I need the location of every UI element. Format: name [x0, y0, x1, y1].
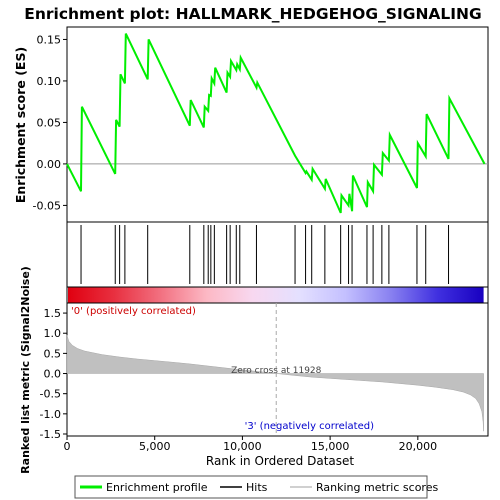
zero-cross-label: Zero cross at 11928 — [231, 366, 322, 376]
es-panel-frame — [66, 26, 489, 223]
es-y-axis-label: Enrichment score (ES) — [13, 47, 28, 203]
x-axis: 0 5,000 10,000 15,000 20,000 — [64, 436, 438, 453]
chart-title: Enrichment plot: HALLMARK_HEDGEHOG_SIGNA… — [24, 5, 482, 23]
ranked-y-tick-label: 0.0 — [44, 368, 62, 381]
ranked-y-tick-label: 1.5 — [44, 307, 62, 320]
negative-correlation-label: '3' (negatively correlated) — [245, 421, 374, 432]
legend-label: Hits — [246, 481, 268, 494]
x-tick-label: 10,000 — [223, 440, 262, 453]
legend-label: Ranking metric scores — [316, 481, 438, 494]
x-tick-label: 15,000 — [311, 440, 350, 453]
ranked-y-axis-label: Ranked list metric (Signal2Noise) — [19, 266, 32, 474]
legend: Enrichment profile Hits Ranking metric sco… — [80, 481, 438, 494]
x-tick-label: 0 — [64, 440, 71, 453]
ranked-y-tick-label: -1.0 — [40, 408, 61, 421]
ranked-y-tick-label: -1.5 — [40, 428, 61, 441]
ranked-y-axis: -1.5 -1.0 -0.5 0.0 0.5 1.0 1.5 — [40, 307, 67, 441]
ranked-y-tick-label: 0.5 — [44, 347, 62, 360]
es-y-tick-label: 0.00 — [37, 158, 62, 171]
x-tick-label: 20,000 — [399, 440, 438, 453]
es-y-tick-label: 0.10 — [37, 75, 62, 88]
positive-correlation-label: '0' (positively correlated) — [71, 306, 196, 317]
ranked-y-tick-label: 1.0 — [44, 327, 62, 340]
hits-panel-frame — [66, 221, 489, 288]
es-y-tick-label: 0.05 — [37, 116, 62, 129]
legend-box — [74, 475, 428, 499]
es-y-axis: -0.05 0.00 0.05 0.10 0.15 — [33, 33, 67, 212]
es-y-tick-label: -0.05 — [33, 199, 61, 212]
x-tick-label: 5,000 — [139, 440, 171, 453]
legend-label: Enrichment profile — [106, 481, 208, 494]
x-axis-label: Rank in Ordered Dataset — [206, 454, 354, 468]
hit-marks — [80, 225, 450, 284]
ranked-y-tick-label: -0.5 — [40, 388, 61, 401]
ranking-heatmap-bar — [68, 287, 484, 303]
enrichment-profile-line — [66, 33, 486, 214]
es-y-tick-label: 0.15 — [37, 33, 62, 46]
ranking-metric-area — [66, 335, 484, 432]
